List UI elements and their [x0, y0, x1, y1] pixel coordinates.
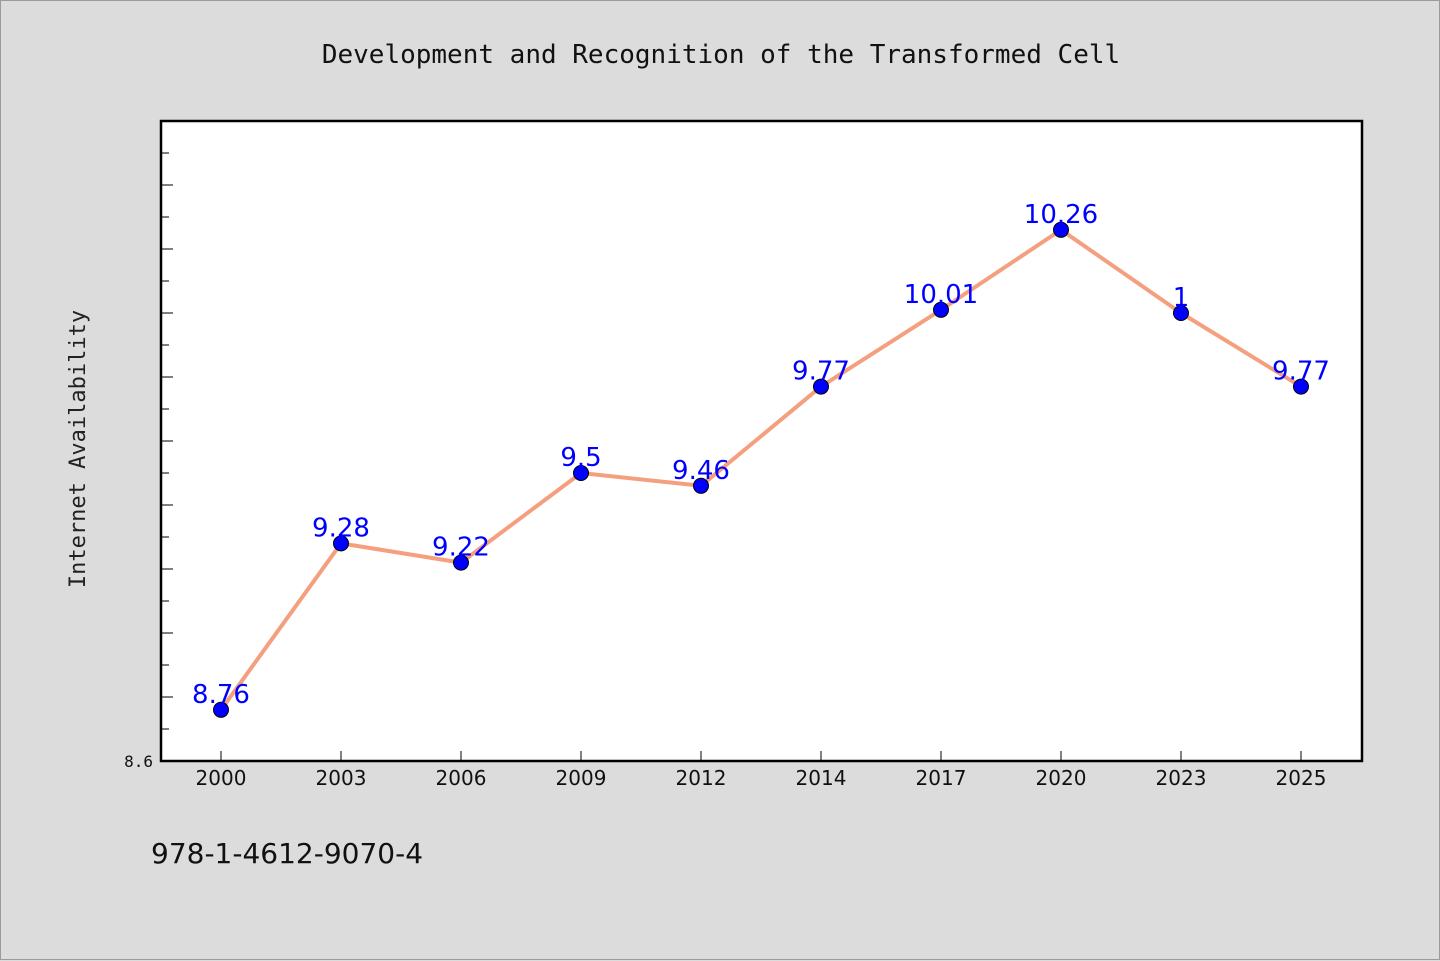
data-point [813, 378, 829, 395]
chart-title: Development and Recognition of the Trans… [322, 40, 1120, 70]
data-label: 1 [1173, 283, 1190, 313]
y-tick-label: 8.6 [124, 752, 153, 771]
data-labels: 8.76 9.28 9.22 9.5 9.46 9.77 10.01 10.26 1 9.77 [192, 200, 1330, 710]
x-tick-label: 2023 [1156, 766, 1207, 790]
data-point [213, 701, 229, 718]
data-point [693, 477, 709, 494]
data-label: 9.77 [1272, 357, 1330, 387]
y-axis-label: Internet Availability [66, 310, 91, 588]
data-point [573, 465, 589, 481]
data-point [1173, 305, 1189, 321]
series-markers [213, 221, 1309, 718]
data-point [333, 535, 349, 552]
data-label: 9.77 [792, 357, 850, 387]
x-tick-label: 2020 [1036, 766, 1087, 790]
data-point [453, 554, 469, 571]
x-tick-label: 2003 [316, 766, 367, 790]
data-label: 9.5 [560, 443, 601, 473]
data-label: 9.22 [432, 533, 490, 563]
data-label: 8.76 [192, 680, 250, 710]
x-tick-label: 2014 [796, 766, 847, 790]
data-point [933, 301, 949, 318]
data-label: 9.46 [672, 456, 730, 486]
x-tick-label: 2017 [916, 766, 967, 790]
data-label: 10.26 [1024, 200, 1098, 230]
series-line-group [219, 227, 1303, 712]
x-tick-label: 2000 [196, 766, 247, 790]
isbn-footer: 978-1-4612-9070-4 [151, 837, 423, 870]
x-tick-label: 2009 [556, 766, 607, 790]
data-label: 9.28 [312, 513, 370, 543]
data-label: 10.01 [904, 280, 978, 310]
data-point [1053, 221, 1069, 238]
series-line [219, 227, 1303, 712]
x-tick-label: 2006 [436, 766, 487, 790]
x-axis-ticks: 2000 2003 2006 2009 2012 2014 2017 2020 2023 2025 [196, 751, 1327, 790]
data-point [1293, 378, 1309, 395]
x-tick-label: 2025 [1276, 766, 1327, 790]
plot-area [159, 119, 1364, 763]
x-tick-label: 2012 [676, 766, 727, 790]
y-axis-ticks: 8.6 [124, 152, 173, 771]
